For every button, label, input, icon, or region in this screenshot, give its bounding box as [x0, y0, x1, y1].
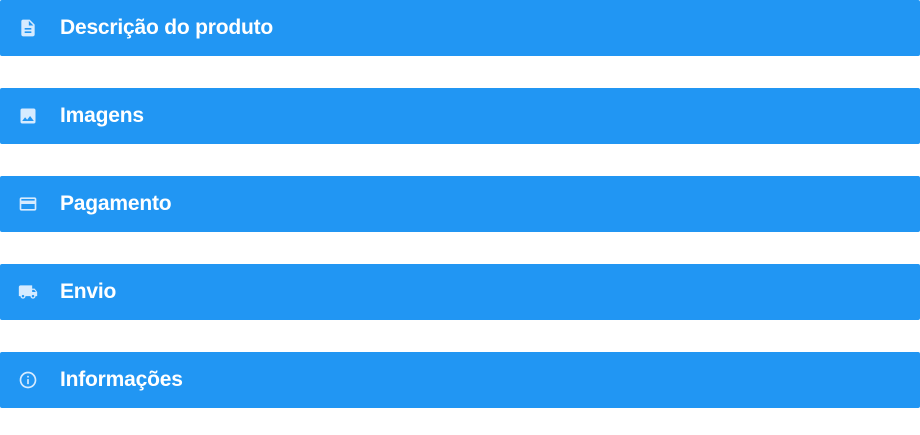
credit-card-icon — [18, 194, 38, 214]
section-label: Pagamento — [60, 192, 172, 215]
section-header-envio[interactable]: Envio — [0, 264, 920, 320]
section-label: Envio — [60, 280, 117, 303]
section-label: Informações — [60, 368, 183, 391]
truck-icon — [18, 282, 38, 302]
document-icon — [18, 18, 38, 38]
info-icon — [18, 370, 38, 390]
image-icon — [18, 106, 38, 126]
section-header-informacoes[interactable]: Informações — [0, 352, 920, 408]
section-label: Imagens — [60, 104, 144, 127]
section-label: Descrição do produto — [60, 16, 274, 39]
section-header-imagens[interactable]: Imagens — [0, 88, 920, 144]
section-header-descricao[interactable]: Descrição do produto — [0, 0, 920, 56]
section-header-pagamento[interactable]: Pagamento — [0, 176, 920, 232]
